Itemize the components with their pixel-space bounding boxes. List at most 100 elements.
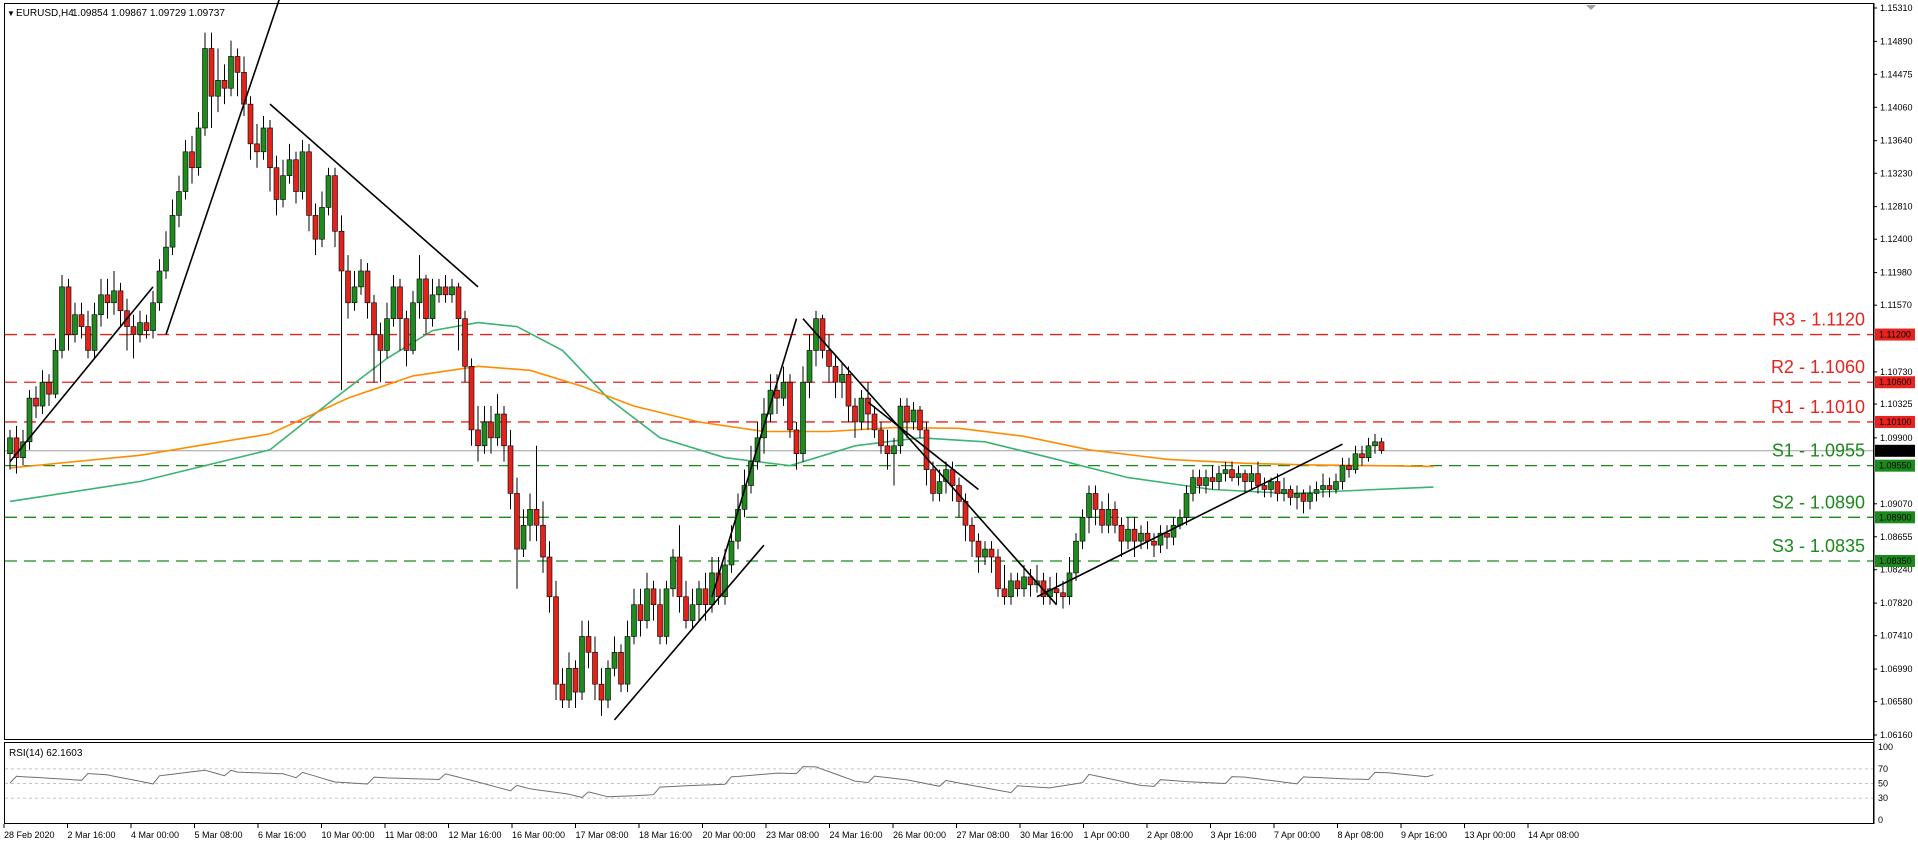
candle-body (676, 556, 683, 598)
candle (325, 167, 332, 216)
candle-body (1060, 592, 1066, 598)
trendline (802, 318, 1058, 606)
candle-body (618, 652, 624, 685)
chart-ohlc-values: 1.09854 1.09867 1.09729 1.09737 (72, 8, 225, 19)
candle-body (852, 405, 858, 423)
candle (33, 386, 39, 418)
candle-body (949, 469, 956, 486)
candle (956, 477, 962, 518)
time-tick-label: 26 Mar 00:00 (893, 830, 946, 840)
candle-body (566, 667, 572, 701)
trendline (867, 401, 979, 491)
candle-body (839, 373, 845, 383)
candle-body (59, 286, 65, 351)
price-tick-label: 1.13640 (1880, 136, 1913, 146)
candle-body (228, 56, 234, 89)
candle (59, 274, 65, 359)
candle-body (774, 389, 780, 399)
candle-body (943, 469, 949, 482)
candle (917, 406, 923, 438)
moving-average-green (9, 321, 1434, 503)
candle (566, 652, 572, 708)
candle (1307, 485, 1313, 510)
level-label-s1: S1 - 1.0955 (1772, 441, 1865, 461)
candle-body (858, 397, 865, 423)
candle (1261, 477, 1268, 498)
candle (280, 159, 286, 208)
candle-body (553, 596, 559, 685)
price-tick-label: 1.12400 (1880, 234, 1913, 244)
time-tick-label: 27 Mar 08:00 (957, 830, 1010, 840)
candle-body (39, 381, 46, 407)
candle-body (1099, 509, 1105, 526)
candle (1027, 568, 1034, 597)
chart-shift-marker-icon[interactable] (1586, 5, 1596, 10)
candle (1125, 517, 1131, 550)
candle-body (1248, 473, 1255, 482)
candle-body (787, 381, 793, 431)
candle-body (878, 429, 884, 447)
candle (1157, 525, 1164, 554)
price-tick-label: 1.12810 (1880, 202, 1913, 212)
candlesticks (7, 32, 1385, 716)
candle-body (1339, 465, 1346, 482)
candle-body (286, 159, 293, 176)
candle (1164, 525, 1170, 550)
candle-body (702, 588, 709, 605)
candle (936, 469, 943, 502)
candle (722, 549, 728, 605)
candle-body (832, 366, 839, 383)
candle-body (1053, 588, 1060, 594)
candle-body (683, 596, 689, 621)
candle-body (1333, 481, 1339, 490)
price-tag-r3 (1875, 328, 1915, 341)
candle (72, 302, 78, 343)
candle-body (1027, 576, 1034, 586)
candle-body (1118, 524, 1125, 542)
candle-body (377, 334, 384, 351)
candle (319, 191, 325, 248)
price-tick-label: 1.11570 (1880, 300, 1912, 310)
levels-layer: R3 - 1.1120 R2 - 1.1060 R1 - 1.1010 S1 - 1.… (5, 310, 1873, 562)
candle-body (137, 322, 143, 335)
price-tick-label: 1.08240 (1880, 565, 1913, 575)
candle-body (436, 286, 442, 296)
candle-body (299, 151, 306, 192)
candle (852, 398, 858, 438)
candle-body (527, 509, 533, 526)
candle (429, 278, 436, 327)
candle (1359, 445, 1365, 466)
candle-body (52, 350, 59, 395)
candle (156, 259, 163, 311)
candle-body (273, 167, 280, 200)
time-tick-label: 10 Mar 00:00 (322, 830, 375, 840)
candle-body (117, 290, 124, 312)
candle (611, 636, 618, 677)
candle (982, 541, 988, 565)
candle (488, 406, 494, 454)
candle (930, 461, 936, 502)
candle (189, 135, 195, 184)
level-label-r1: R1 - 1.1010 (1771, 397, 1865, 417)
candle (878, 421, 884, 454)
candle (579, 620, 585, 701)
candle (117, 282, 124, 327)
candle-body (111, 290, 117, 304)
candle-body (72, 314, 78, 335)
candle-body (605, 667, 611, 701)
current-price-tag-label: 1.09737 (1879, 446, 1912, 456)
candle (397, 278, 403, 351)
time-axis[interactable]: 28 Feb 2020 2 Mar 16:00 4 Mar 00:00 5 Mar 0… (3, 824, 1579, 840)
candle (234, 48, 241, 97)
candle-body (1164, 532, 1170, 538)
candle-body (1086, 493, 1092, 518)
menu-marker-icon[interactable]: ▼ (7, 9, 15, 18)
candle (364, 263, 371, 319)
candle (195, 112, 202, 176)
candle-body (1151, 540, 1157, 546)
candle-body (338, 230, 345, 272)
candle (1014, 572, 1021, 597)
price-axis[interactable]: 100 70 50 30 0 1.15310 1.14890 1.14475 1.14060 1.… (1873, 3, 1913, 825)
candle-body (345, 270, 351, 304)
